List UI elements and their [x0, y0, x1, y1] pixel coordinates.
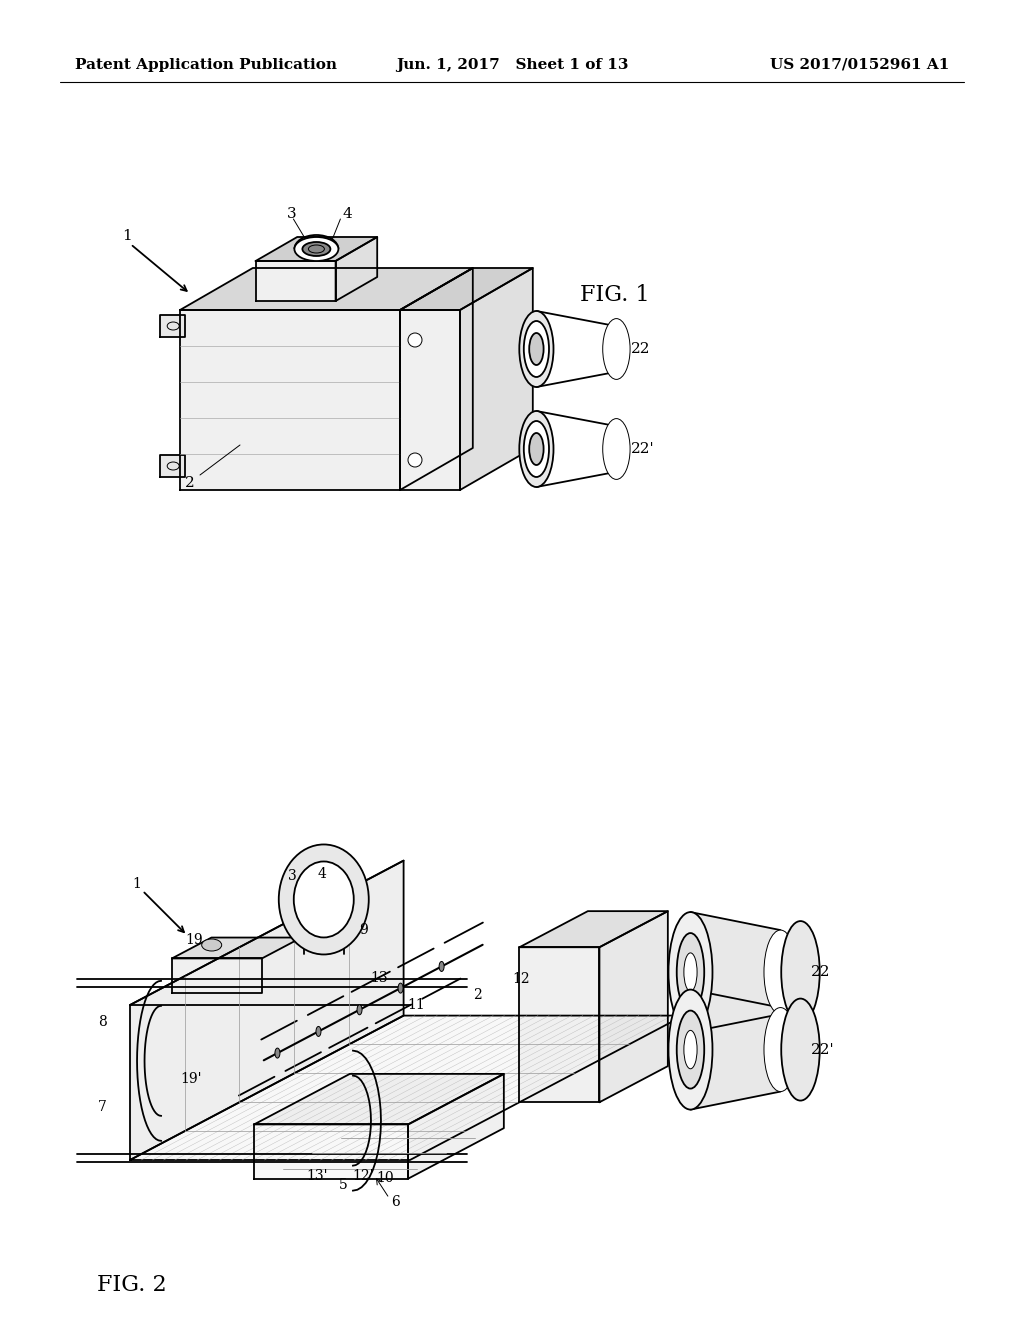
- Polygon shape: [409, 1074, 504, 1179]
- Ellipse shape: [202, 939, 221, 950]
- Text: 1: 1: [123, 228, 132, 243]
- Ellipse shape: [519, 411, 554, 487]
- Text: FIG. 2: FIG. 2: [97, 1274, 167, 1295]
- Ellipse shape: [439, 961, 444, 972]
- Text: 10: 10: [376, 1171, 394, 1185]
- Text: 22': 22': [810, 1043, 835, 1056]
- Text: 3: 3: [288, 869, 297, 883]
- Ellipse shape: [316, 1027, 321, 1036]
- Text: 4: 4: [318, 866, 327, 880]
- Ellipse shape: [295, 238, 338, 261]
- Ellipse shape: [294, 862, 353, 937]
- Text: 9: 9: [359, 923, 369, 937]
- Polygon shape: [400, 310, 460, 490]
- Text: 22': 22': [632, 442, 655, 455]
- Ellipse shape: [603, 318, 630, 379]
- Ellipse shape: [529, 333, 544, 366]
- Ellipse shape: [764, 931, 797, 1014]
- Text: 13: 13: [371, 970, 388, 985]
- Polygon shape: [400, 268, 532, 310]
- Ellipse shape: [669, 912, 713, 1032]
- Ellipse shape: [781, 998, 820, 1101]
- Polygon shape: [336, 238, 377, 301]
- Ellipse shape: [677, 1011, 705, 1089]
- Ellipse shape: [519, 312, 554, 387]
- Polygon shape: [254, 1074, 504, 1125]
- Text: 4: 4: [342, 207, 352, 220]
- Ellipse shape: [684, 953, 697, 991]
- Polygon shape: [160, 315, 185, 337]
- Polygon shape: [172, 958, 262, 994]
- Ellipse shape: [279, 845, 369, 954]
- Polygon shape: [130, 861, 403, 1160]
- Text: 2: 2: [185, 477, 195, 490]
- Polygon shape: [400, 268, 473, 490]
- Text: 2: 2: [473, 987, 481, 1002]
- Ellipse shape: [398, 983, 403, 993]
- Polygon shape: [460, 268, 532, 490]
- Ellipse shape: [302, 242, 331, 256]
- Ellipse shape: [764, 1007, 797, 1092]
- Text: 1: 1: [132, 876, 141, 891]
- Ellipse shape: [529, 433, 544, 465]
- Polygon shape: [690, 912, 780, 1032]
- Polygon shape: [254, 1125, 409, 1179]
- Polygon shape: [256, 261, 336, 301]
- Polygon shape: [599, 911, 668, 1102]
- Text: 22: 22: [810, 965, 830, 979]
- Ellipse shape: [408, 333, 422, 347]
- Text: 11: 11: [408, 998, 425, 1011]
- Text: 19: 19: [185, 932, 203, 946]
- Text: 19': 19': [180, 1072, 202, 1086]
- Polygon shape: [160, 455, 185, 477]
- Text: US 2017/0152961 A1: US 2017/0152961 A1: [770, 58, 949, 73]
- Ellipse shape: [781, 921, 820, 1023]
- Text: 3: 3: [287, 207, 296, 220]
- Polygon shape: [172, 937, 301, 958]
- Polygon shape: [130, 1015, 684, 1160]
- Polygon shape: [519, 948, 599, 1102]
- Text: FIG. 1: FIG. 1: [580, 284, 649, 306]
- Text: 7: 7: [98, 1101, 106, 1114]
- Ellipse shape: [603, 418, 630, 479]
- Ellipse shape: [524, 321, 549, 378]
- Polygon shape: [180, 310, 400, 490]
- Text: 12: 12: [513, 973, 530, 986]
- Ellipse shape: [408, 453, 422, 467]
- Text: Patent Application Publication: Patent Application Publication: [75, 58, 337, 73]
- Text: 6: 6: [391, 1196, 400, 1209]
- Text: Jun. 1, 2017   Sheet 1 of 13: Jun. 1, 2017 Sheet 1 of 13: [395, 58, 629, 73]
- Text: 22: 22: [632, 342, 651, 356]
- Polygon shape: [256, 238, 377, 261]
- Text: 8: 8: [98, 1015, 106, 1030]
- Text: 5: 5: [339, 1179, 347, 1192]
- Ellipse shape: [677, 933, 705, 1011]
- Ellipse shape: [524, 421, 549, 477]
- Text: 13': 13': [306, 1170, 328, 1183]
- Ellipse shape: [669, 990, 713, 1110]
- Ellipse shape: [684, 1031, 697, 1069]
- Polygon shape: [690, 990, 780, 1110]
- Text: 12': 12': [352, 1170, 374, 1183]
- Ellipse shape: [274, 1048, 280, 1059]
- Polygon shape: [519, 911, 668, 948]
- Ellipse shape: [357, 1005, 362, 1015]
- Polygon shape: [180, 268, 473, 310]
